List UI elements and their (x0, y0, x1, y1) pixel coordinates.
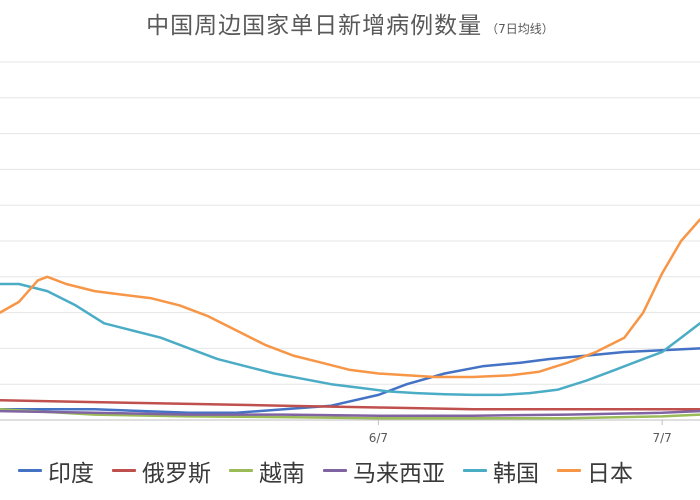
series-line-2 (0, 408, 700, 420)
legend-item-2: 越南 (229, 454, 305, 488)
chart-subtitle: （7日均线） (486, 22, 554, 36)
legend-label: 印度 (48, 460, 94, 487)
legend-item-5: 日本 (557, 454, 633, 488)
legend-swatch (323, 469, 347, 472)
legend-item-3: 马来西亚 (323, 454, 445, 488)
legend-item-4: 韩国 (463, 454, 539, 488)
chart-title-block: 中国周边国家单日新增病例数量 （7日均线） (0, 6, 700, 40)
legend-swatch (112, 469, 136, 472)
series-line-5 (0, 218, 700, 379)
gridlines (0, 61, 700, 421)
chart-legend: 印度 俄罗斯 越南 马来西亚 韩国 日本 (0, 452, 700, 492)
legend-swatch (229, 469, 253, 472)
series-line-4 (0, 282, 700, 397)
legend-swatch (18, 469, 42, 472)
legend-swatch (463, 469, 487, 472)
legend-swatch (557, 469, 581, 472)
legend-label: 越南 (259, 460, 305, 487)
series-lines (0, 218, 700, 420)
legend-label: 日本 (587, 460, 633, 487)
legend-label: 韩国 (493, 460, 539, 487)
series-line-3 (0, 409, 700, 417)
legend-label: 马来西亚 (353, 460, 445, 487)
legend-label: 俄罗斯 (142, 460, 211, 487)
legend-item-1: 俄罗斯 (112, 454, 211, 488)
series-line-1 (0, 399, 700, 411)
legend-item-0: 印度 (18, 454, 94, 488)
x-tick-label: 7/7 (653, 431, 672, 445)
x-tick-label: 6/7 (369, 431, 388, 445)
series-line-0 (0, 347, 700, 415)
chart-title: 中国周边国家单日新增病例数量 (146, 13, 483, 39)
x-axis-ticks: 6/7 7/7 (369, 420, 672, 445)
